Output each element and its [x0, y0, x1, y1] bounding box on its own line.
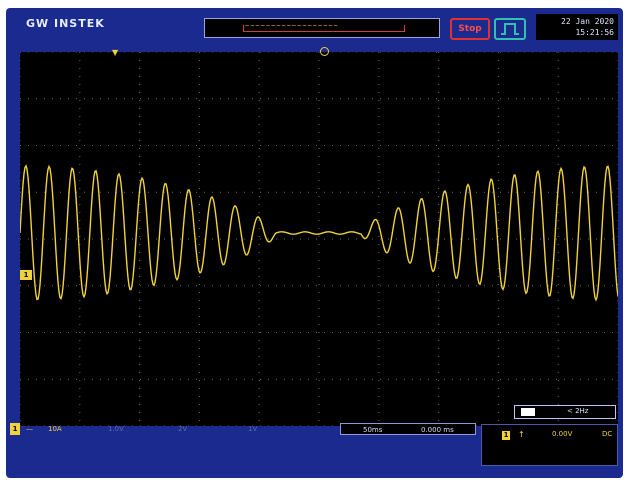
trigger-position-marker[interactable]: ▼	[112, 48, 119, 57]
ch1-scale[interactable]: 10A	[48, 425, 62, 433]
trigger-slope-icon: ↑	[518, 430, 525, 439]
trigger-info-box[interactable]: 1 ↑ 0.00V DC	[481, 424, 618, 466]
ch1-waveform	[19, 164, 619, 302]
trigger-mode-icon[interactable]	[494, 18, 526, 40]
time-text: 15:21:56	[575, 28, 614, 37]
ch1-ground-marker[interactable]: 1	[20, 270, 32, 280]
run-stop-indicator[interactable]: Stop	[450, 18, 490, 40]
ch3-scale[interactable]: 2V	[178, 425, 188, 433]
date-time: 22 Jan 2020 15:21:56	[536, 14, 618, 40]
grid-lines	[19, 51, 619, 427]
trigger-frequency: < 2Hz	[567, 407, 589, 415]
ch1-coupling: —	[26, 425, 33, 433]
graticule	[19, 51, 619, 427]
horizontal-position: 0.000 ms	[421, 426, 454, 434]
brand-logo: GW INSTEK	[26, 17, 105, 30]
memory-bar[interactable]: ~~~~~~~~~~~~~~~~~~	[204, 18, 440, 38]
status-bar: GW INSTEK ~~~~~~~~~~~~~~~~~~ Stop 22 Jan…	[6, 8, 623, 44]
ch1-badge[interactable]: 1	[10, 423, 20, 435]
memory-bar-trace: ~~~~~~~~~~~~~~~~~~	[245, 22, 339, 30]
date-text: 22 Jan 2020	[561, 17, 614, 26]
memory-window-indicator	[243, 25, 405, 32]
trigger-frequency-box: < 2Hz	[514, 405, 616, 419]
channel-info-bar: 1 — 10A 1.0V 2V 1V 50ms 0.000 ms	[6, 420, 623, 440]
timebase: 50ms	[363, 426, 383, 434]
oscilloscope-frame: GW INSTEK ~~~~~~~~~~~~~~~~~~ Stop 22 Jan…	[6, 8, 623, 478]
pulse-icon	[501, 23, 519, 35]
waveform-display[interactable]: 1 ▼	[19, 47, 619, 427]
trigger-source: 1	[502, 431, 510, 440]
timebase-box[interactable]: 50ms 0.000 ms	[340, 423, 476, 435]
trigger-coupling: DC	[602, 430, 613, 438]
trigger-freq-icon	[521, 408, 535, 416]
ch2-scale[interactable]: 1.0V	[108, 425, 124, 433]
horizontal-position-marker[interactable]	[320, 47, 329, 56]
ch4-scale[interactable]: 1V	[248, 425, 258, 433]
trigger-level: 0.00V	[552, 430, 573, 438]
